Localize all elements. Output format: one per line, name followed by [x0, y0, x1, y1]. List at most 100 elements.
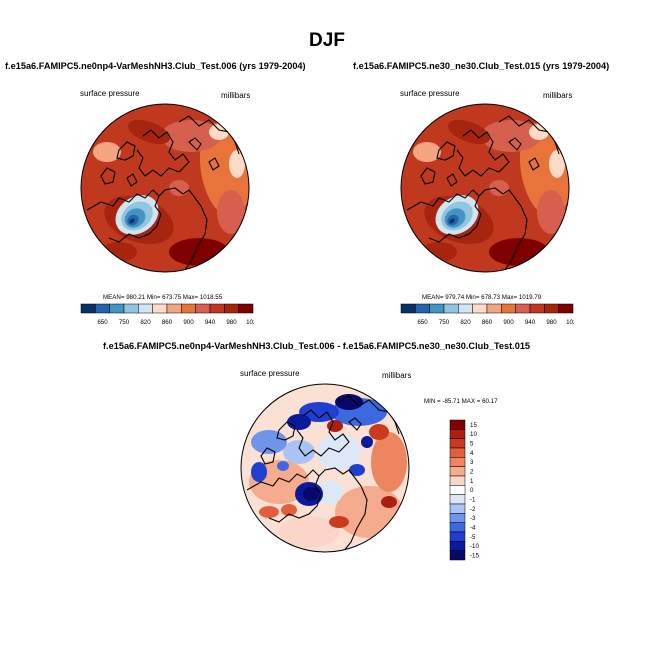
coastline — [260, 447, 276, 465]
field-layer — [401, 104, 569, 272]
map-border — [80, 103, 250, 273]
field-contour — [335, 394, 363, 410]
field-contour — [161, 120, 221, 152]
field-contour — [369, 424, 389, 440]
field-contour — [329, 516, 349, 528]
colorbar-label: -10 — [470, 543, 480, 550]
colorbar-label: 2 — [470, 469, 474, 476]
coastline — [158, 187, 208, 272]
colorbar-swatch — [195, 303, 211, 314]
colorbar-swatch — [449, 513, 466, 523]
colorbar-label: -4 — [470, 525, 476, 532]
colorbar-swatch — [449, 438, 466, 449]
panel-1-right-label: millibars — [221, 91, 251, 100]
field-contour — [413, 142, 441, 162]
coastline — [446, 173, 458, 187]
colorbar-swatch — [138, 303, 153, 314]
colorbar-label: -3 — [470, 515, 476, 522]
colorbar-swatch — [238, 303, 254, 314]
colorbar-label: 980 — [226, 319, 237, 326]
colorbar-label: 15 — [470, 422, 477, 429]
colorbar-label: 1 — [470, 478, 474, 485]
field-contour — [281, 504, 297, 516]
colorbar-swatch — [109, 303, 125, 314]
colorbar-swatch — [472, 303, 488, 314]
colorbar-label: 3 — [470, 459, 474, 466]
colorbar-swatch — [181, 303, 196, 314]
panel-2-right-label: millibars — [543, 91, 573, 100]
colorbar-swatch — [95, 303, 110, 314]
colorbar-label: 1020 — [566, 319, 574, 326]
field-contour — [251, 430, 287, 454]
panel-2-stats: MEAN= 979.74 Min= 678.73 Max= 1019.79 — [422, 294, 542, 301]
field-contour — [277, 461, 289, 471]
field-contour — [349, 464, 365, 476]
panel-2-map — [400, 103, 570, 273]
field-contour — [303, 487, 319, 501]
panel-2-left-label: surface pressure — [400, 89, 460, 98]
colorbar-swatch — [449, 429, 466, 439]
colorbar-label: 940 — [525, 319, 536, 326]
coastline — [348, 417, 362, 431]
colorbar-swatch — [429, 303, 445, 314]
colorbar-label: 750 — [439, 319, 450, 326]
field-contour — [371, 432, 407, 492]
coastline — [420, 167, 436, 185]
colorbar-swatch — [449, 447, 466, 458]
colorbar-label: 0 — [470, 487, 474, 494]
colorbar-label: 860 — [482, 319, 493, 326]
colorbar-swatch — [224, 303, 239, 314]
colorbar-swatch — [449, 457, 466, 467]
colorbar-swatch — [123, 303, 139, 314]
colorbar-label: 900 — [183, 319, 194, 326]
colorbar-swatch — [400, 303, 416, 314]
colorbar-label: 1020 — [246, 319, 254, 326]
colorbar-label: -2 — [470, 506, 476, 513]
colorbar-label: 10 — [470, 431, 477, 438]
coastline — [296, 409, 350, 457]
field-contour — [381, 496, 397, 508]
field-contour — [361, 436, 373, 448]
field-contour — [209, 124, 229, 140]
coastline — [456, 129, 510, 177]
panel-3-map — [240, 383, 410, 553]
colorbar-swatch — [449, 485, 466, 495]
field-contour — [537, 190, 565, 234]
coastline — [208, 157, 220, 171]
field-contour — [279, 516, 339, 548]
map-border — [400, 103, 570, 273]
field-contour — [93, 142, 121, 162]
colorbar-label: 980 — [546, 319, 557, 326]
colorbar-swatch — [449, 531, 466, 542]
colorbar-swatch — [515, 303, 531, 314]
colorbar-label: 650 — [417, 319, 428, 326]
field-contour — [251, 462, 267, 482]
coastline — [100, 167, 116, 185]
panel-3-title: f.e15a6.FAMIPC5.ne0np4-VarMeshNH3.Club_T… — [103, 341, 531, 351]
page-title: DJF — [309, 30, 345, 51]
colorbar-swatch — [449, 466, 466, 477]
colorbar-label: 4 — [470, 450, 474, 457]
field-contour — [489, 180, 509, 196]
colorbar-label: 900 — [503, 319, 514, 326]
field-contour — [549, 150, 565, 178]
panel-3-right-label: millibars — [382, 371, 412, 380]
colorbar-label: 820 — [140, 319, 151, 326]
colorbar-label: 5 — [470, 441, 474, 448]
colorbar-swatch — [458, 303, 473, 314]
field-contour — [421, 242, 457, 262]
panel-2-colorbar: 650 750 820 860 900 940 980 1020 — [400, 303, 574, 326]
coastline — [508, 137, 522, 151]
field-contour — [529, 124, 549, 140]
field-contour — [101, 242, 137, 262]
panel-1-stats: MEAN= 980.21 Min= 673.75 Max= 1018.55 — [103, 294, 223, 301]
colorbar-swatch — [443, 303, 459, 314]
field-contour — [481, 120, 541, 152]
colorbar-label: 940 — [205, 319, 216, 326]
field-contour — [287, 414, 311, 430]
panel-3-left-label: surface pressure — [240, 369, 300, 378]
coastline — [188, 137, 202, 151]
coastline — [528, 157, 540, 171]
field-contour — [449, 218, 455, 224]
